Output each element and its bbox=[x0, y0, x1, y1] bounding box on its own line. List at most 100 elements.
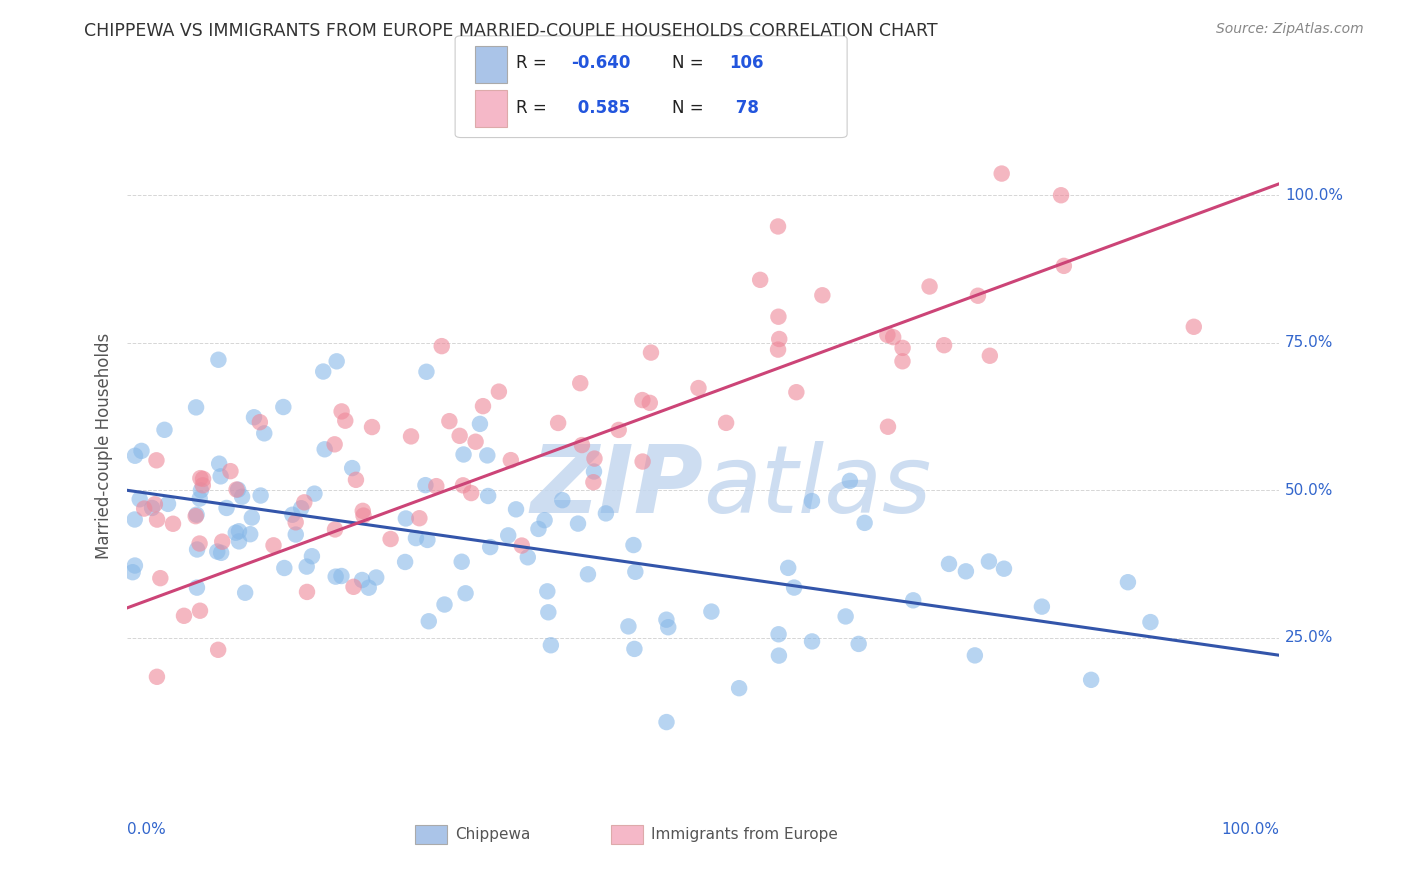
Point bbox=[993, 562, 1015, 576]
Point bbox=[834, 609, 856, 624]
Point bbox=[342, 580, 364, 594]
Point bbox=[891, 354, 914, 368]
Point bbox=[146, 512, 169, 526]
Point bbox=[918, 279, 941, 293]
Point bbox=[1182, 319, 1205, 334]
Point bbox=[569, 376, 592, 391]
Point bbox=[1139, 615, 1161, 629]
Point bbox=[352, 504, 374, 518]
Text: Chippewa: Chippewa bbox=[456, 827, 530, 842]
Point bbox=[231, 490, 253, 504]
Point bbox=[416, 533, 439, 547]
Point bbox=[450, 555, 472, 569]
Point bbox=[186, 581, 208, 595]
Point bbox=[357, 581, 380, 595]
Point bbox=[576, 567, 599, 582]
Bar bbox=[475, 46, 508, 83]
Point bbox=[408, 511, 430, 525]
Point bbox=[766, 219, 789, 234]
Point bbox=[353, 508, 375, 523]
Point bbox=[977, 554, 1000, 568]
Point bbox=[186, 508, 208, 522]
Point bbox=[838, 474, 860, 488]
Point bbox=[631, 454, 654, 468]
Point bbox=[366, 570, 388, 584]
Point bbox=[768, 648, 790, 663]
Point bbox=[226, 483, 249, 497]
Point bbox=[778, 561, 800, 575]
Point bbox=[768, 332, 790, 346]
Point bbox=[281, 508, 304, 522]
Point bbox=[249, 489, 271, 503]
Point bbox=[582, 475, 605, 490]
Point bbox=[395, 511, 418, 525]
Point bbox=[607, 423, 630, 437]
Point bbox=[415, 478, 437, 492]
Point bbox=[249, 415, 271, 429]
Point bbox=[415, 365, 437, 379]
Text: 0.0%: 0.0% bbox=[127, 822, 166, 838]
Point bbox=[533, 513, 555, 527]
Point bbox=[623, 641, 645, 656]
Text: R =: R = bbox=[516, 99, 553, 118]
Text: R =: R = bbox=[516, 54, 553, 72]
Point bbox=[801, 634, 824, 648]
Point bbox=[233, 585, 256, 599]
Point bbox=[399, 429, 422, 443]
Point bbox=[124, 449, 146, 463]
Point bbox=[295, 559, 318, 574]
Point bbox=[433, 598, 456, 612]
Point bbox=[1116, 575, 1139, 590]
Point bbox=[301, 549, 323, 564]
Point bbox=[128, 492, 150, 507]
Point bbox=[655, 613, 678, 627]
Point bbox=[184, 509, 207, 524]
Point bbox=[207, 544, 229, 558]
Point bbox=[325, 569, 347, 583]
Point bbox=[207, 642, 229, 657]
Point bbox=[323, 523, 346, 537]
Point bbox=[853, 516, 876, 530]
Point bbox=[551, 493, 574, 508]
Point bbox=[186, 542, 208, 557]
Point bbox=[454, 586, 477, 600]
Text: Source: ZipAtlas.com: Source: ZipAtlas.com bbox=[1216, 22, 1364, 37]
Point bbox=[211, 534, 233, 549]
Point bbox=[273, 400, 295, 414]
Point bbox=[184, 401, 207, 415]
Point bbox=[477, 449, 499, 463]
Point bbox=[617, 619, 640, 633]
Point bbox=[903, 593, 925, 607]
Point bbox=[323, 437, 346, 451]
Point bbox=[225, 483, 247, 497]
Point bbox=[131, 443, 153, 458]
Point bbox=[124, 558, 146, 573]
Point bbox=[263, 538, 285, 552]
Point bbox=[405, 531, 427, 545]
Point bbox=[352, 573, 374, 587]
Point bbox=[571, 438, 593, 452]
Point bbox=[547, 416, 569, 430]
Point bbox=[979, 349, 1001, 363]
Point bbox=[464, 434, 486, 449]
Point bbox=[460, 486, 482, 500]
Point bbox=[688, 381, 710, 395]
Point bbox=[510, 539, 533, 553]
Point bbox=[583, 451, 606, 466]
Point bbox=[891, 341, 914, 355]
Point bbox=[955, 565, 977, 579]
Point bbox=[314, 442, 336, 457]
Point bbox=[121, 565, 143, 579]
Y-axis label: Married-couple Households: Married-couple Households bbox=[94, 333, 112, 559]
Point bbox=[209, 469, 232, 483]
Point bbox=[295, 585, 318, 599]
Point bbox=[657, 620, 679, 634]
Text: N =: N = bbox=[672, 99, 709, 118]
Point bbox=[143, 497, 166, 511]
Point bbox=[124, 512, 146, 526]
Point bbox=[209, 546, 232, 560]
Point bbox=[540, 638, 562, 652]
FancyBboxPatch shape bbox=[456, 36, 846, 137]
Point bbox=[932, 338, 955, 352]
Point bbox=[1050, 188, 1073, 202]
